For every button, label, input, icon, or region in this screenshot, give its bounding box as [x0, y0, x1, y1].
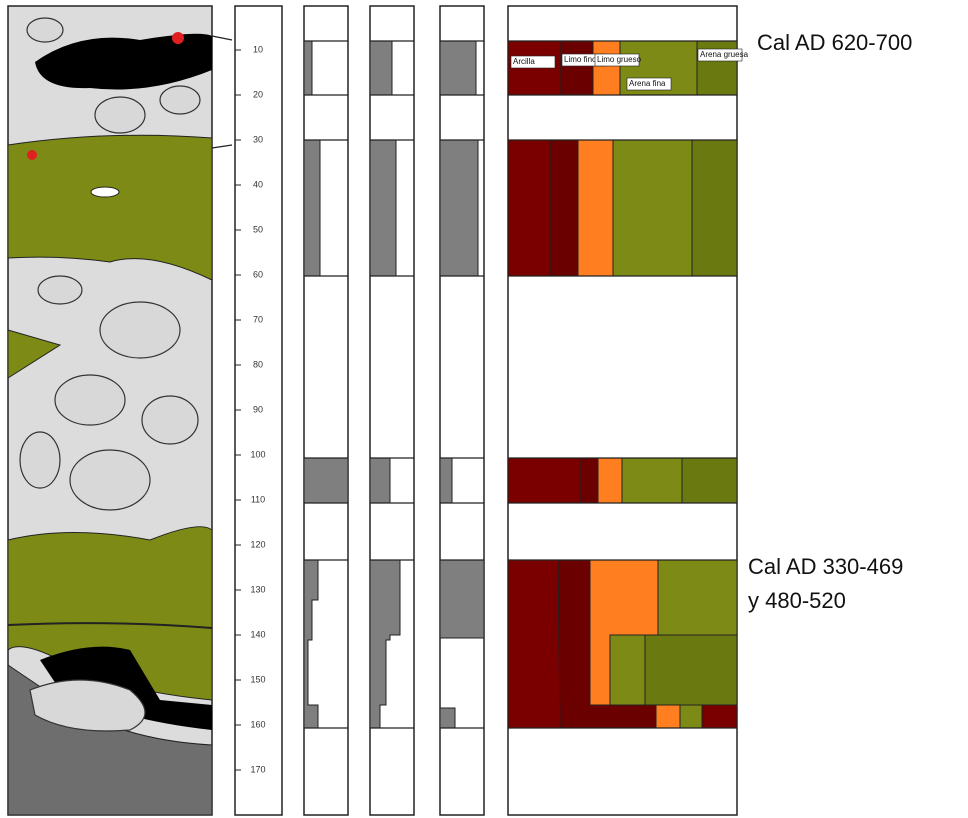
bar	[303, 40, 313, 96]
legend-box	[510, 55, 556, 69]
sample-point	[27, 150, 37, 160]
rock	[37, 275, 83, 305]
grain-column	[303, 5, 349, 816]
stratigraphic-column	[7, 5, 233, 816]
tick-label: 50	[253, 224, 263, 234]
bar	[303, 139, 321, 277]
bar	[439, 559, 485, 639]
bar	[369, 139, 397, 277]
legend-label: Limo fino	[564, 55, 597, 64]
tick-label: 80	[253, 359, 263, 369]
tick-label: 170	[250, 764, 265, 774]
tick-label: 130	[250, 584, 265, 594]
bar	[369, 40, 393, 96]
legend-box	[697, 48, 743, 62]
bar	[369, 457, 391, 504]
legend-label: Arena fina	[629, 79, 666, 88]
texture-band	[507, 559, 738, 729]
leader-line	[211, 35, 233, 41]
texture-band	[507, 457, 738, 504]
bar	[439, 139, 479, 277]
grain-column	[369, 5, 415, 816]
rock	[26, 17, 64, 43]
tick-label: 160	[250, 719, 265, 729]
rock	[54, 374, 126, 426]
tick-label: 140	[250, 629, 265, 639]
legend-box	[626, 77, 672, 91]
bar	[303, 559, 319, 729]
grain-column	[439, 5, 485, 816]
date-annotation: Cal AD 330-469	[748, 554, 903, 579]
bar	[439, 457, 453, 504]
olive-layer	[7, 134, 213, 281]
rock	[141, 395, 199, 445]
clast	[90, 186, 120, 198]
date-annotation: y 480-520	[748, 588, 846, 613]
tick-label: 150	[250, 674, 265, 684]
legend-label: Arena gruesa	[700, 50, 749, 59]
tick-label: 70	[253, 314, 263, 324]
legend: Arcilla Limo fino Limo grueso Arena fina Are…	[510, 48, 749, 91]
tick-label: 120	[250, 539, 265, 549]
separators	[304, 40, 737, 729]
bar	[439, 40, 477, 96]
tick-label: 60	[253, 269, 263, 279]
bar	[303, 457, 349, 504]
column-frame	[369, 5, 415, 816]
black-lens	[35, 33, 212, 90]
rock	[159, 85, 201, 115]
date-annotation: Cal AD 620-700	[757, 30, 912, 55]
legend-label: Limo grueso	[597, 55, 642, 64]
column-frame	[303, 5, 349, 816]
leader-line	[211, 144, 233, 149]
tick-label: 110	[251, 494, 265, 504]
rock	[69, 449, 151, 511]
rock	[94, 96, 146, 134]
tick-label: 100	[250, 449, 265, 459]
tick-label: 30	[253, 134, 263, 144]
layer-boundary	[7, 622, 213, 629]
depth-scale: 10 20 30 40 50 60 70 80 90 100 110 120 130 140 150 160 1…	[235, 44, 266, 774]
rock	[99, 301, 181, 359]
legend-label: Arcilla	[513, 57, 535, 66]
tick-label: 40	[253, 179, 263, 189]
tick-label: 10	[253, 44, 263, 54]
column-frame	[439, 5, 485, 816]
tick-label: 90	[253, 404, 263, 414]
rock	[29, 679, 146, 732]
column-frame	[507, 5, 738, 816]
rock	[19, 431, 61, 489]
sample-point	[172, 32, 184, 44]
legend-box	[594, 53, 640, 67]
olive-lens	[7, 329, 62, 379]
texture-band	[507, 139, 738, 277]
bar	[369, 559, 401, 729]
tick-label: 20	[253, 89, 263, 99]
bar	[439, 707, 456, 729]
texture-column: Arcilla Limo fino Limo grueso Arena fina Are…	[507, 5, 749, 816]
